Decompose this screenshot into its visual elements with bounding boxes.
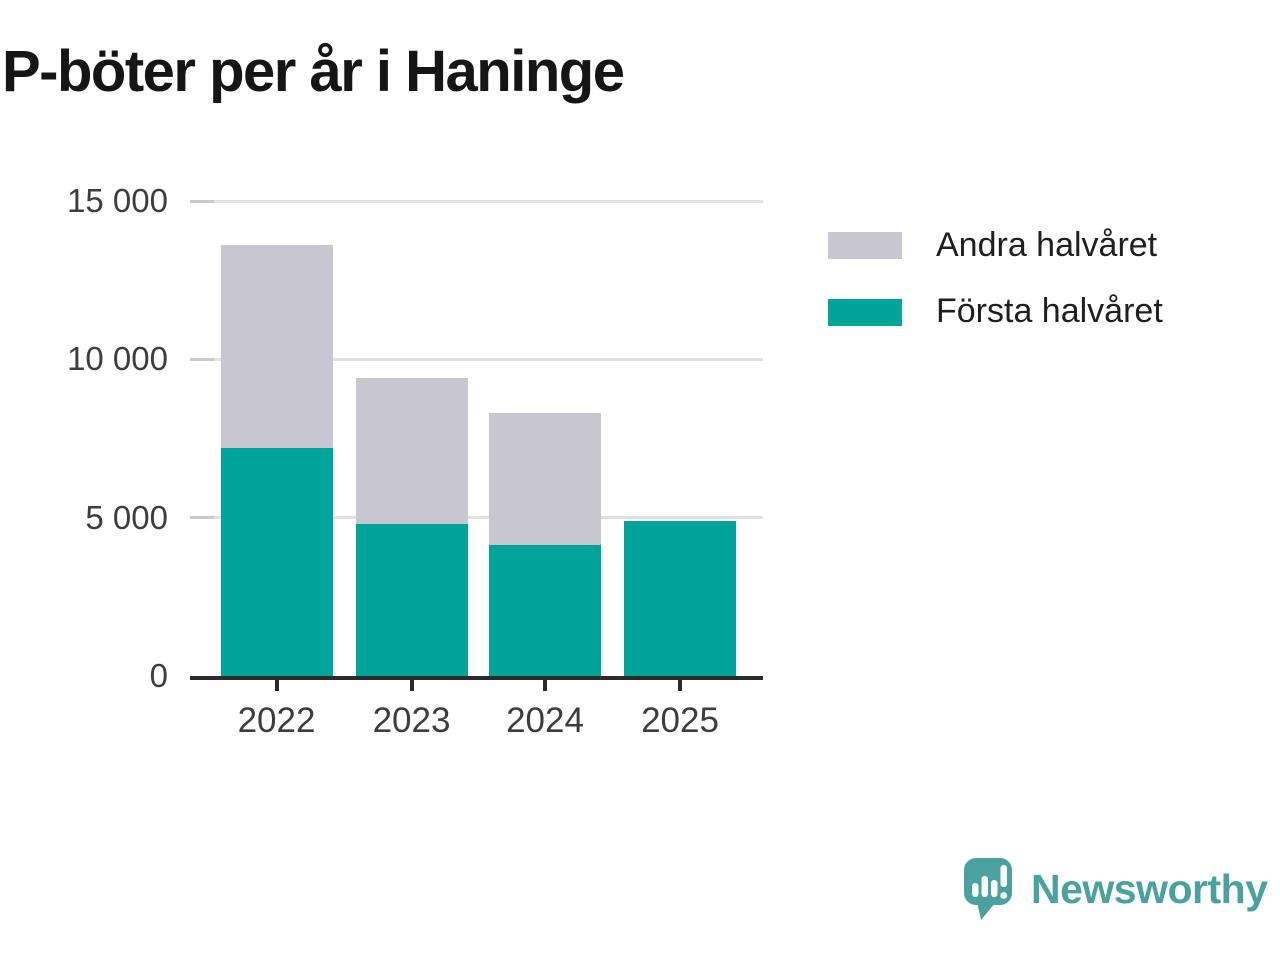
legend-swatch-forsta-halvaret [828,298,902,326]
newsworthy-logo-icon [964,858,1012,920]
bar-2023-andra-halvaret [355,378,468,524]
x-axis-tick-label: 2022 [237,701,316,740]
gridline-15000 [190,199,763,203]
legend-label-andra-halvaret: Andra halvåret [936,226,1158,264]
legend-label-forsta-halvaret: Första halvåret [936,292,1163,331]
bar-2024-forsta-halvaret [489,544,601,676]
x-axis-tick-label: 2023 [372,701,451,740]
y-axis-tick-label: 15 000 [67,182,168,219]
gridline-10000 [190,357,763,361]
y-axis-tick [190,199,214,203]
x-axis-tick [274,676,279,691]
legend: Andra halvåret Första halvåret [828,226,1163,360]
y-axis-tick-label: 10 000 [67,340,168,378]
newsworthy-logo: Newsworthy [963,857,1268,921]
chart-title: P-böter per år i Haninge [2,39,625,104]
y-axis-tick [190,516,214,520]
y-axis-tick-label: 0 [149,657,168,694]
x-axis-line [190,676,763,680]
legend-item-forsta-halvaret: Första halvåret [828,292,1163,331]
newsworthy-logo-text: Newsworthy [1031,865,1268,912]
x-axis-tick-label: 2025 [641,701,719,740]
bar-2024-andra-halvaret [489,413,601,545]
x-axis-tick [678,676,682,691]
bar-2022-forsta-halvaret [220,448,333,676]
x-axis-tick [543,676,547,691]
bar-2025-forsta-halvaret [624,520,736,676]
bar-2022-andra-halvaret [220,245,333,448]
gridline-5000 [190,516,763,520]
y-axis-tick [190,357,214,361]
bar-2023-forsta-halvaret [355,524,468,676]
y-axis-tick-label: 5 000 [85,498,168,536]
legend-swatch-andra-halvaret [828,232,902,260]
legend-item-andra-halvaret: Andra halvåret [828,226,1163,264]
x-axis-tick [409,676,414,691]
x-axis-tick-label: 2024 [506,701,584,740]
